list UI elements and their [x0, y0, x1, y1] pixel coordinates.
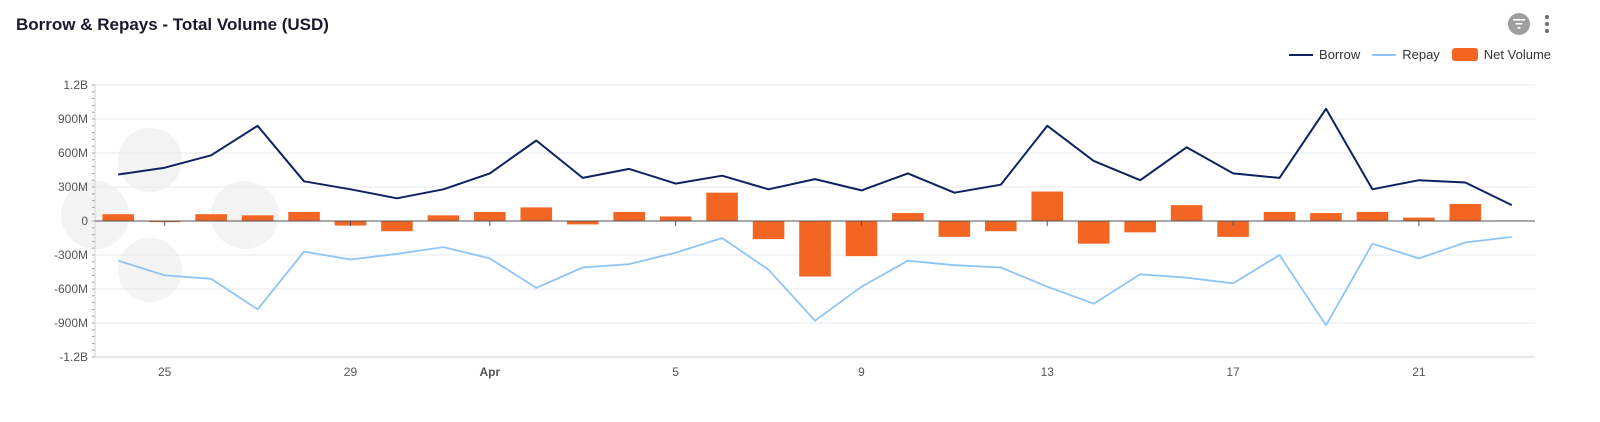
page-title: Borrow & Repays - Total Volume (USD)	[16, 15, 329, 34]
bar-net-volume	[1263, 211, 1296, 221]
bar-net-volume	[985, 221, 1017, 232]
legend-swatch-net-volume	[1451, 48, 1478, 61]
bar-net-volume	[474, 211, 506, 221]
bar-net-volume	[102, 214, 135, 221]
y-tick-label: 0	[81, 214, 88, 228]
y-tick-label: -600M	[54, 282, 88, 296]
y-tick-label: -1.2B	[59, 350, 88, 364]
legend-swatch-repay	[1372, 53, 1397, 56]
chart-legend: Borrow Repay Net Volume	[1289, 47, 1551, 62]
bar-net-volume	[799, 221, 831, 277]
legend-label-borrow: Borrow	[1319, 47, 1361, 62]
legend-label-repay: Repay	[1402, 47, 1440, 62]
bar-net-volume	[1031, 191, 1064, 221]
bar-net-volume	[659, 216, 692, 221]
watermark-dot	[211, 181, 279, 249]
bar-net-volume	[938, 221, 971, 237]
bar-net-volume	[520, 207, 553, 221]
bar-net-volume	[752, 221, 785, 240]
watermark-dot	[118, 128, 182, 192]
bar-net-volume	[1217, 221, 1249, 237]
y-tick-label: 900M	[58, 112, 88, 126]
x-tick-label: 21	[1412, 365, 1426, 379]
x-tick-label: 5	[672, 365, 679, 379]
bar-net-volume	[613, 211, 645, 221]
x-tick-label: Apr	[480, 365, 501, 379]
y-tick-label: -300M	[54, 248, 88, 262]
x-tick-label: 29	[344, 365, 358, 379]
legend-swatch-borrow	[1289, 53, 1314, 56]
bar-net-volume	[1356, 211, 1389, 221]
bar-net-volume	[1449, 204, 1482, 221]
x-tick-label: 25	[158, 365, 172, 379]
bar-net-volume	[241, 215, 274, 221]
line-repay	[117, 236, 1512, 327]
bar-net-volume	[706, 192, 738, 221]
filter-icon[interactable]	[1508, 13, 1530, 35]
y-tick-label: 600M	[58, 146, 88, 160]
bar-net-volume	[892, 213, 924, 221]
line-borrow	[118, 107, 1513, 206]
filter-lines-icon	[1513, 19, 1525, 29]
bar-net-volume	[1170, 205, 1203, 221]
bar-net-volume	[288, 211, 320, 221]
bar-net-volume	[1403, 217, 1435, 221]
y-tick-label: 300M	[58, 180, 88, 194]
bar-net-volume	[1124, 221, 1156, 233]
x-tick-label: 17	[1226, 365, 1240, 379]
bar-net-volume	[1310, 213, 1342, 221]
more-vertical-icon[interactable]	[1539, 13, 1555, 35]
bar-net-volume	[381, 221, 413, 232]
bar-net-volume	[427, 215, 460, 221]
bar-net-volume	[845, 221, 878, 257]
legend-item-repay[interactable]: Repay	[1372, 47, 1440, 62]
bar-net-volume	[1077, 221, 1110, 244]
bar-net-volume	[195, 214, 227, 221]
legend-item-borrow[interactable]: Borrow	[1289, 47, 1360, 62]
legend-item-net-volume[interactable]: Net Volume	[1451, 47, 1551, 62]
bar-net-volume	[566, 221, 599, 225]
y-tick-label: -900M	[54, 316, 88, 330]
y-tick-label: 1.2B	[63, 78, 88, 92]
x-tick-label: 9	[858, 365, 865, 379]
legend-label-net-volume: Net Volume	[1483, 47, 1551, 62]
x-tick-label: 13	[1041, 365, 1055, 379]
